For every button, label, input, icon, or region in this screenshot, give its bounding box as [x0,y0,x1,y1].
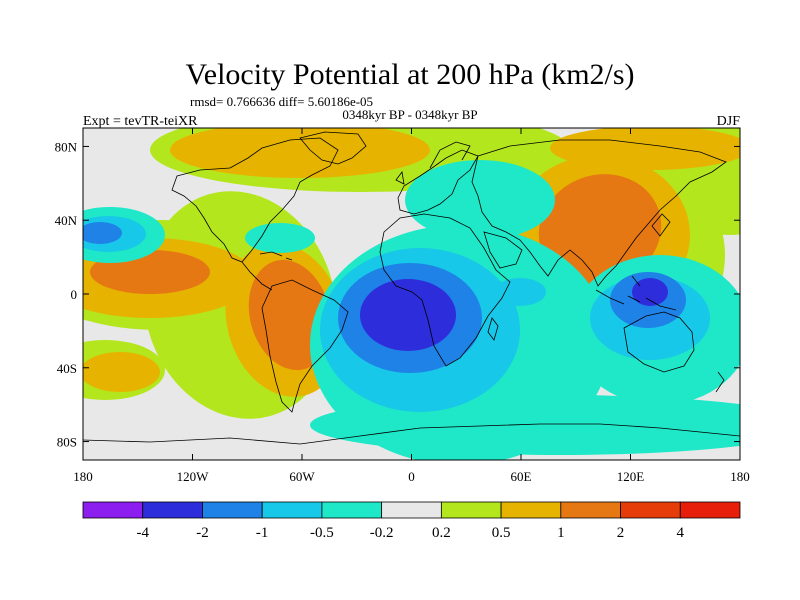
colorbar-swatch [202,501,263,519]
colorbar-swatch [261,501,323,519]
colorbar-swatch [560,501,621,519]
coastline-asia [471,139,727,287]
coastline-arabia [483,231,523,269]
colorbar-swatch [321,501,383,519]
lon-tick-label: 180 [730,469,750,484]
field-contour-band [245,223,315,253]
coastline-new-zealand [715,371,725,393]
coastline-scandinavia [429,141,471,169]
field-contour-band [550,128,740,170]
lat-tick-label: 40N [55,213,78,228]
coastline-africa [379,213,511,367]
colorbar-swatch [500,501,562,519]
lat-tick-label: 80N [55,139,78,154]
coastline-madagascar [487,317,499,341]
lon-tick-label: 60W [289,469,315,484]
field-contour-band [83,352,160,392]
field-contour-band [83,222,122,244]
lon-tick-label: 120E [617,469,645,484]
field-contour-band [632,278,668,306]
colorbar-level-label: -1 [256,525,269,541]
colorbar-level-label: 0.2 [432,525,451,541]
lon-tick-label: 120W [177,469,210,484]
colorbar-level-label: 1 [557,525,565,541]
coastlines [83,131,740,445]
figure-title: Velocity Potential at 200 hPa (km2/s) [185,58,634,91]
coastline-british-isles [395,171,405,185]
field-contour-band [538,174,662,286]
coastline-japan [651,213,671,237]
field-contour-band [360,279,456,351]
colorbar: -4 -2 -1 -0.5 -0.2 0.2 0.5 1 2 4 [82,501,741,541]
lon-tick-label: 60E [511,469,532,484]
coastline-south-america [261,279,349,413]
colorbar-swatch [381,501,442,519]
lat-tick-label: 0 [71,287,78,302]
colorbar-level-label: 4 [677,525,685,541]
field-contour-band [405,160,555,240]
coastline-antarctica [83,423,740,445]
colorbar-swatch [82,501,144,519]
period-label: 0348kyr BP - 0348kyr BP [342,107,477,122]
lat-tick-label: 40S [57,361,77,376]
coastline-indonesia [595,275,677,311]
coastline-greenland [299,131,367,165]
colorbar-swatch [440,501,502,519]
map-axes: 180 120W 60W 0 60E 120E 180 80N 40N 0 40S 80S [55,128,750,484]
coastline-central-america [241,261,273,291]
colorbar-swatch [679,501,741,519]
coastline-caribbean [259,251,293,261]
season-label: DJF [717,114,741,129]
stats-line: rmsd= 0.766636 diff= 5.60186e-05 [190,94,373,109]
colorbar-level-label: -0.2 [370,525,394,541]
colorbar-level-label: -0.5 [310,525,334,541]
lat-tick-label: 80S [57,435,77,450]
colorbar-swatch [142,501,203,519]
colorbar-level-label: -2 [196,525,209,541]
field-contour-band [494,278,546,306]
colorbar-swatch [620,501,681,519]
velocity-potential-field [83,128,740,460]
coastline-north-america [171,137,339,263]
coastline-australia [623,311,695,373]
colorbar-level-label: 0.5 [492,525,511,541]
map-area [83,128,740,460]
lon-tick-label: 0 [408,469,415,484]
colorbar-level-label: -4 [136,525,149,541]
lon-tick-label: 180 [73,469,93,484]
colorbar-level-label: 2 [617,525,625,541]
experiment-label: Expt = tevTR-teiXR [83,114,198,129]
